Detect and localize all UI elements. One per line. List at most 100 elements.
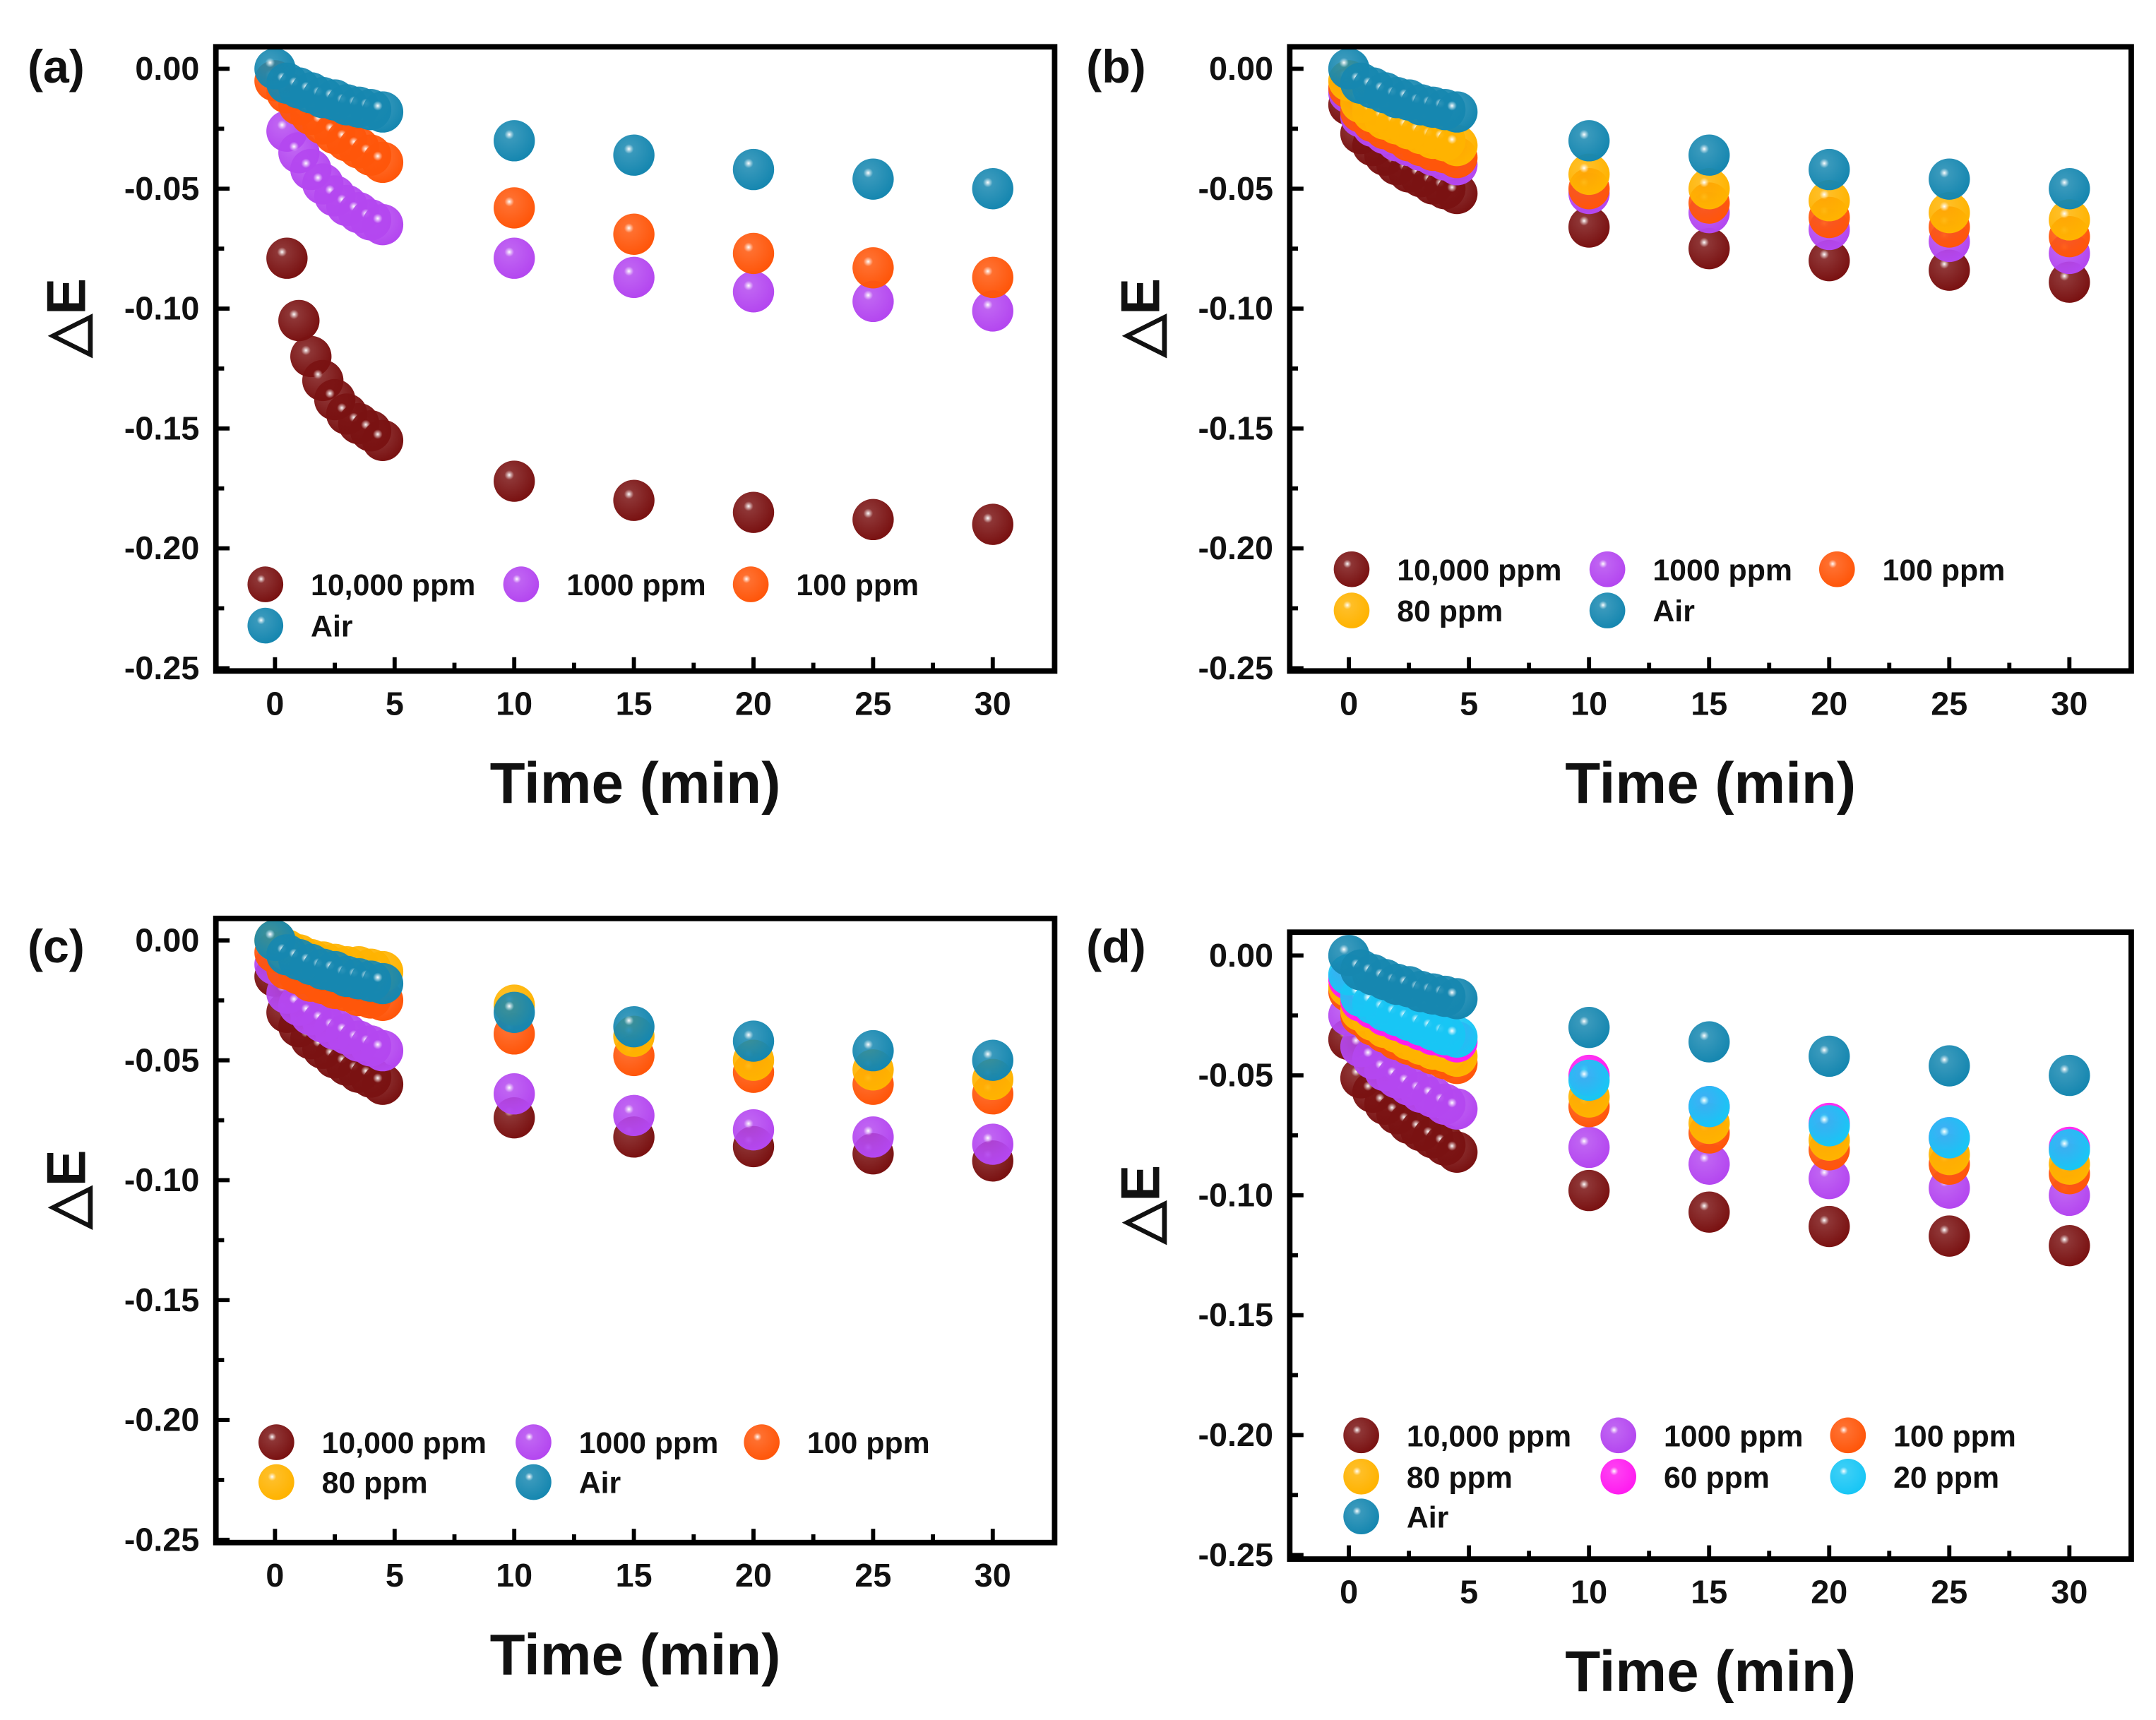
legend-label: 10,000 ppm — [311, 568, 475, 602]
legend-marker — [247, 566, 284, 602]
panel-d: 0.00 -0.05 -0.10 -0.15 -0.20 -0.25 0 5 10 15 20 25 3… — [1086, 921, 2134, 1704]
data-point — [1568, 1126, 1610, 1169]
y-axis-label: △E — [35, 278, 97, 359]
data-point — [1929, 191, 1970, 234]
data-point — [493, 991, 535, 1033]
legend-marker — [1589, 592, 1626, 628]
data-point — [2049, 1224, 2090, 1267]
y-tick-label: -0.10 — [124, 1161, 199, 1198]
x-tick-label: 0 — [1340, 686, 1358, 722]
y-tick-label: -0.20 — [1198, 530, 1273, 566]
data-point — [362, 1029, 404, 1072]
data-point — [493, 120, 535, 162]
legend-label: Air — [1652, 595, 1695, 628]
legend-marker — [247, 607, 284, 644]
y-tick-label: -0.25 — [124, 1521, 199, 1558]
data-point — [1568, 206, 1610, 248]
x-tick-label: 25 — [1931, 686, 1967, 722]
legend-label: 80 ppm — [1407, 1461, 1513, 1495]
data-point — [2049, 1054, 2090, 1097]
data-point — [972, 1039, 1013, 1081]
data-point — [732, 148, 775, 191]
x-axis-label: Time (min) — [1565, 751, 1856, 816]
data-point — [613, 134, 655, 176]
legend-label: 1000 ppm — [579, 1426, 719, 1460]
data-point — [1929, 1117, 1970, 1159]
x-tick-label: 10 — [496, 686, 532, 722]
x-axis-label: Time (min) — [490, 1623, 781, 1688]
data-point — [613, 1094, 655, 1136]
data-point — [362, 141, 404, 184]
data-point — [1929, 249, 1970, 291]
series-air — [1328, 935, 2090, 1097]
data-point — [2049, 1129, 2090, 1171]
data-point — [613, 213, 655, 255]
data-point — [852, 1116, 894, 1158]
legend-marker — [744, 1424, 780, 1460]
y-tick-label: -0.05 — [1198, 1057, 1273, 1094]
legend-marker — [1830, 1417, 1866, 1454]
y-tick-label: -0.20 — [124, 530, 199, 566]
data-point — [362, 962, 404, 1005]
data-point — [1688, 227, 1730, 270]
legend-marker — [1600, 1458, 1637, 1495]
x-tick-label: 25 — [854, 1557, 891, 1594]
legend-label: 10,000 ppm — [1407, 1419, 1571, 1453]
x-tick-label: 5 — [386, 686, 404, 722]
y-tick-label: 0.00 — [1209, 937, 1273, 974]
x-tick-label: 20 — [735, 1557, 772, 1594]
x-tick-label: 5 — [386, 1557, 404, 1594]
x-tick-label: 25 — [854, 686, 891, 722]
series-air — [1328, 48, 2090, 210]
data-point — [732, 271, 775, 313]
legend-label: 100 ppm — [1893, 1419, 2016, 1453]
panel-b: 0.00 -0.05 -0.10 -0.15 -0.20 -0.25 0 5 10 15 20 25 3… — [1086, 41, 2134, 816]
legend-label: 100 ppm — [1883, 554, 2006, 587]
panel-label: (b) — [1086, 41, 1146, 93]
data-point — [1809, 1105, 1850, 1147]
legend-marker — [516, 1424, 552, 1460]
series-air — [254, 919, 1013, 1081]
data-point — [1436, 978, 1478, 1020]
x-tick-label: 30 — [2051, 686, 2087, 722]
x-tick-label: 20 — [735, 686, 772, 722]
y-tick-label: -0.25 — [124, 650, 199, 686]
data-point — [1809, 1205, 1850, 1248]
data-point — [1688, 1143, 1730, 1185]
legend-label: 10,000 ppm — [1397, 554, 1561, 587]
x-tick-label: 0 — [1340, 1573, 1358, 1610]
legend-marker — [516, 1464, 552, 1500]
y-tick-label: -0.15 — [1198, 410, 1273, 446]
data-point — [1436, 124, 1478, 167]
y-tick-label: 0.00 — [1209, 50, 1273, 87]
data-point — [493, 1073, 535, 1115]
y-tick-label: 0.00 — [135, 50, 199, 87]
y-tick-label: -0.05 — [1198, 170, 1273, 207]
x-tick-label: 30 — [975, 1557, 1011, 1594]
y-axis-label: △E — [1109, 1165, 1171, 1246]
x-tick-label: 5 — [1460, 1573, 1478, 1610]
legend-label: 20 ppm — [1893, 1461, 1999, 1495]
data-point — [613, 256, 655, 299]
data-point — [493, 460, 535, 502]
plot-frame — [213, 44, 1058, 674]
data-point — [1436, 1088, 1478, 1130]
legend-label: Air — [579, 1467, 621, 1500]
legend-label: 80 ppm — [1397, 595, 1503, 628]
plot-frame — [213, 915, 1058, 1546]
data-point — [1688, 1191, 1730, 1233]
data-point — [266, 237, 308, 279]
data-point — [362, 419, 404, 462]
legend-label: 1000 ppm — [1652, 554, 1792, 587]
series-20-ppm — [1328, 954, 2090, 1171]
data-point — [1688, 168, 1730, 210]
plot-frame — [1287, 929, 2134, 1562]
x-tick-label: 10 — [1571, 1573, 1607, 1610]
y-tick-label: -0.05 — [124, 170, 199, 207]
data-point — [972, 290, 1013, 332]
y-tick-label: -0.20 — [124, 1402, 199, 1438]
x-tick-label: 0 — [266, 686, 284, 722]
data-point — [2049, 261, 2090, 303]
data-point — [972, 1123, 1013, 1165]
